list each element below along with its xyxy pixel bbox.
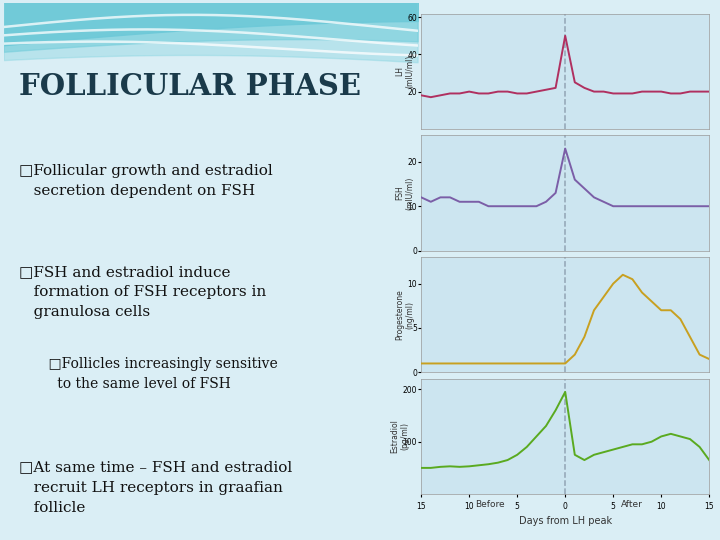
Y-axis label: LH
(mIU/ml): LH (mIU/ml) bbox=[395, 55, 414, 88]
Text: □FSH and estradiol induce
   formation of FSH receptors in
   granulosa cells: □FSH and estradiol induce formation of F… bbox=[19, 265, 266, 319]
Text: □Follicles increasingly sensitive
      to the same level of FSH: □Follicles increasingly sensitive to the… bbox=[31, 357, 278, 392]
Text: FOLLICULAR PHASE: FOLLICULAR PHASE bbox=[19, 71, 361, 100]
Text: □Follicular growth and estradiol
   secretion dependent on FSH: □Follicular growth and estradiol secreti… bbox=[19, 164, 273, 198]
Text: Days from LH peak: Days from LH peak bbox=[518, 516, 612, 526]
Text: □At same time – FSH and estradiol
   recruit LH receptors in graafian
   follicl: □At same time – FSH and estradiol recrui… bbox=[19, 461, 292, 515]
Y-axis label: FSH
(mIU/ml): FSH (mIU/ml) bbox=[395, 176, 414, 210]
Y-axis label: Estradiol
(pg/ml): Estradiol (pg/ml) bbox=[390, 420, 410, 454]
Text: Before: Before bbox=[474, 500, 505, 509]
Text: After: After bbox=[621, 500, 643, 509]
Y-axis label: Progesterone
(ng/ml): Progesterone (ng/ml) bbox=[395, 289, 414, 340]
